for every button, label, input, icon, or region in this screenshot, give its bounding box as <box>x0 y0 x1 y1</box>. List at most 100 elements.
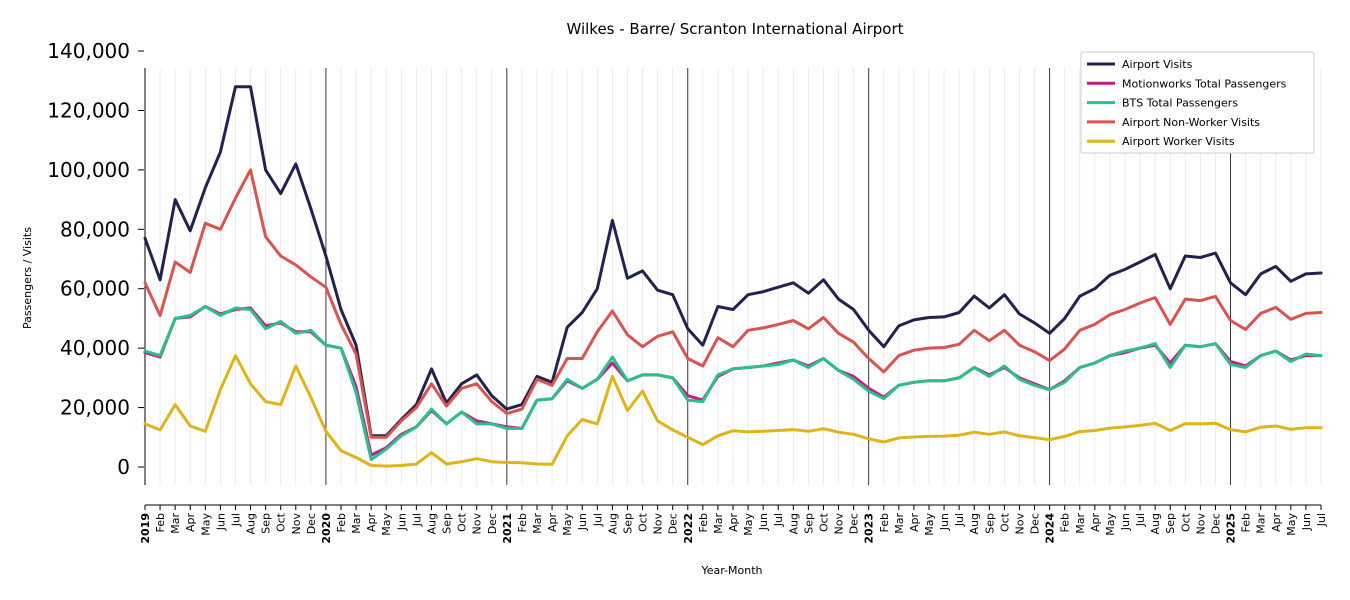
x-tick-label: Jun <box>757 513 770 531</box>
x-tick-label: Nov <box>833 513 846 535</box>
x-tick-label: Apr <box>908 513 921 533</box>
x-tick-label: May <box>742 513 755 536</box>
x-tick-label: Sep <box>983 513 996 534</box>
x-tick-label: Nov <box>471 513 484 535</box>
y-axis-label: Passengers / Visits <box>21 227 34 329</box>
x-tick-label: Mar <box>169 513 182 534</box>
legend: Airport Visits Motionworks Total Passenge… <box>1080 51 1315 154</box>
x-tick-label: Mar <box>350 513 363 534</box>
x-tick-label: Mar <box>712 513 725 534</box>
x-tick-label: May <box>561 513 574 536</box>
x-tick-label: Feb <box>516 513 529 532</box>
x-tick-label: Apr <box>546 513 559 533</box>
x-tick-label: 2024 <box>1044 513 1057 544</box>
x-tick-label: Jun <box>395 513 408 531</box>
x-tick-label: Sep <box>260 513 273 534</box>
x-tick-label: May <box>380 513 393 536</box>
x-tick-label: Dec <box>1029 513 1042 534</box>
legend-label: Airport Non-Worker Visits <box>1122 116 1260 129</box>
series-line-bts-total-passengers <box>143 305 1323 462</box>
y-tick-label: 60,000 <box>60 277 130 301</box>
x-tick-label: Dec <box>848 513 861 534</box>
x-tick-label: 2025 <box>1225 513 1238 544</box>
x-tick-label: Nov <box>1194 513 1207 535</box>
x-tick-label: May <box>199 513 212 536</box>
y-tick-label: 20,000 <box>60 396 130 420</box>
x-tick-label: Aug <box>968 513 981 534</box>
y-tick-label: 100,000 <box>47 158 130 182</box>
x-tick-label: Mar <box>531 513 544 534</box>
x-tick-label: Jun <box>576 513 589 531</box>
x-tick-label: Jun <box>938 513 951 531</box>
x-tick-label: Mar <box>893 513 906 534</box>
x-tick-label: Oct <box>275 512 288 532</box>
x-tick-label: Jul <box>772 513 785 527</box>
x-tick-label: Sep <box>802 513 815 534</box>
x-tick-label: Nov <box>290 513 303 535</box>
y-tick-label: 140,000 <box>47 39 130 63</box>
series-line-airport-visits <box>143 85 1323 438</box>
x-tick-label: Feb <box>154 513 167 532</box>
series-line-airport-non-worker-visits <box>143 168 1323 439</box>
x-tick-label: Nov <box>1013 513 1026 535</box>
x-tick-label: Aug <box>1149 513 1162 534</box>
x-tick-label: Apr <box>1089 513 1102 533</box>
x-tick-label: Jun <box>1119 513 1132 531</box>
x-tick-label: Feb <box>1059 513 1072 532</box>
x-tick-label: Sep <box>441 513 454 534</box>
x-tick-label: Dec <box>667 513 680 534</box>
x-tick-label: Apr <box>727 513 740 533</box>
x-tick-label: Jul <box>953 513 966 527</box>
x-tick-label: May <box>1285 513 1298 536</box>
x-axis: 2019 Feb Mar Apr May Jun Jul Aug Sep Oct Nov Dec 202… <box>139 504 1328 544</box>
chart-title: Wilkes - Barre/ Scranton International A… <box>566 20 903 38</box>
x-tick-label: 2021 <box>501 513 514 544</box>
x-tick-label: Apr <box>365 513 378 533</box>
x-tick-label: Feb <box>335 513 348 532</box>
x-tick-label: Oct <box>1179 512 1192 532</box>
x-tick-label: Jun <box>1300 513 1313 531</box>
y-tick-label: 0 <box>117 455 130 479</box>
x-tick-label: Feb <box>878 513 891 532</box>
x-axis-label: Year-Month <box>700 564 762 577</box>
x-tick-label: Dec <box>486 513 499 534</box>
legend-label: BTS Total Passengers <box>1122 97 1238 110</box>
x-tick-label: Apr <box>1270 513 1283 533</box>
x-tick-label: Jul <box>229 513 242 527</box>
x-tick-label: Feb <box>697 513 710 532</box>
x-tick-label: Jul <box>1315 513 1328 527</box>
x-tick-label: Sep <box>1164 513 1177 534</box>
y-axis: 0 20,000 40,000 60,000 80,000 100,000 120,000 1… <box>47 39 146 485</box>
legend-label: Airport Worker Visits <box>1122 135 1235 148</box>
x-tick-label: Oct <box>637 512 650 532</box>
x-tick-label: Aug <box>245 513 258 534</box>
x-tick-label: 2020 <box>320 513 333 544</box>
series-lines <box>143 85 1323 468</box>
x-tick-label: Aug <box>787 513 800 534</box>
legend-label: Motionworks Total Passengers <box>1122 77 1287 90</box>
x-tick-label: Jul <box>1134 513 1147 527</box>
x-tick-label: Oct <box>817 512 830 532</box>
x-tick-label: Oct <box>998 512 1011 532</box>
x-tick-label: Mar <box>1255 513 1268 534</box>
x-tick-label: Aug <box>606 513 619 534</box>
x-tick-label: Jul <box>410 513 423 527</box>
x-tick-label: May <box>923 513 936 536</box>
y-tick-label: 120,000 <box>47 98 130 122</box>
x-tick-label: Oct <box>456 512 469 532</box>
x-tick-label: Feb <box>1240 513 1253 532</box>
x-tick-label: Aug <box>425 513 438 534</box>
x-tick-label: Jul <box>591 513 604 527</box>
series-line-airport-worker-visits <box>143 354 1323 468</box>
legend-box <box>1080 51 1315 154</box>
x-tick-label: 2022 <box>682 513 695 544</box>
x-tick-label: May <box>1104 513 1117 536</box>
x-tick-label: Nov <box>652 513 665 535</box>
x-tick-label: Dec <box>305 513 318 534</box>
x-tick-label: Dec <box>1209 513 1222 534</box>
legend-label: Airport Visits <box>1122 58 1193 71</box>
y-tick-label: 40,000 <box>60 336 130 360</box>
x-tick-label: 2023 <box>863 513 876 544</box>
x-tick-label: Sep <box>621 513 634 534</box>
